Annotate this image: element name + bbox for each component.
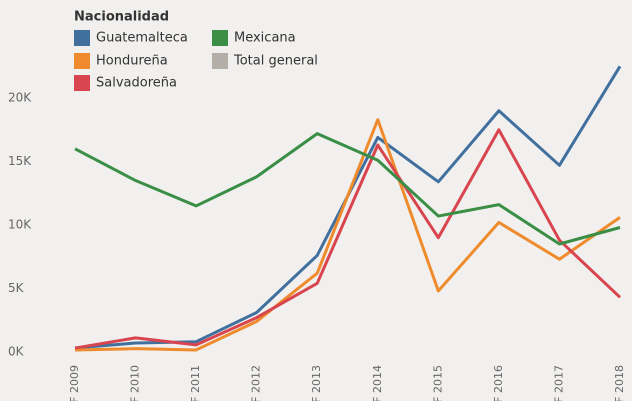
x-tick-label: AF 2013 [310, 365, 323, 401]
x-tick-label: AF 2010 [129, 365, 142, 401]
x-tick-label: AF 2012 [250, 365, 263, 401]
legend-swatch [74, 30, 90, 46]
x-tick-label: AF 2015 [431, 365, 444, 401]
legend-label: Guatemalteca [96, 31, 188, 46]
legend-swatch [212, 53, 228, 69]
legend-title: Nacionalidad [74, 10, 169, 25]
y-tick-label: 0K [8, 344, 25, 358]
x-tick-label: AF 2009 [68, 365, 81, 401]
x-tick-label: AF 2011 [189, 365, 202, 401]
legend-swatch [74, 75, 90, 91]
legend-label: Salvadoreña [96, 76, 177, 91]
legend-swatch [74, 53, 90, 69]
x-tick-label: AF 2014 [371, 365, 384, 401]
series-line [74, 132, 621, 246]
y-tick-label: 20K [8, 91, 32, 105]
x-tick-label: AF 2017 [552, 365, 565, 401]
legend-label: Hondureña [96, 54, 168, 69]
legend-label: Mexicana [234, 31, 296, 46]
y-tick-label: 5K [8, 281, 25, 295]
series-line [74, 128, 622, 350]
legend-swatch [212, 30, 228, 46]
series-line [74, 118, 621, 352]
y-tick-label: 10K [8, 217, 32, 231]
x-tick-label: AF 2018 [613, 365, 626, 401]
series-line [74, 65, 622, 350]
x-tick-label: AF 2016 [492, 365, 505, 401]
y-tick-label: 15K [8, 154, 32, 168]
legend-label: Total general [233, 54, 318, 69]
